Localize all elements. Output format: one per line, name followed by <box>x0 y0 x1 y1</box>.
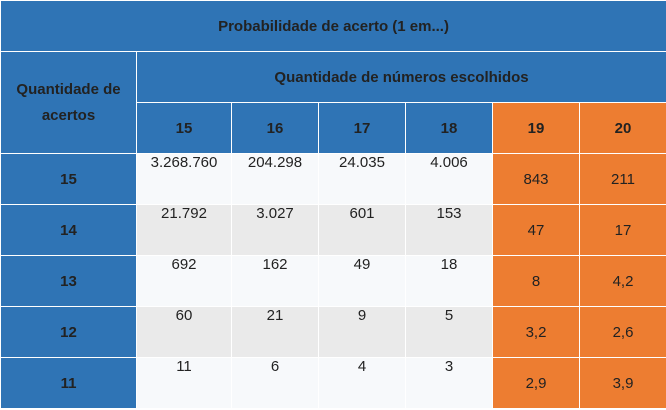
table-row: 13 692 162 49 18 8 4,2 <box>0 255 666 307</box>
table-cell: 204.298 <box>231 153 319 205</box>
row-label: 12 <box>0 306 137 358</box>
table-row: 12 60 21 9 5 3,2 2,6 <box>0 306 666 358</box>
table-cell: 692 <box>136 255 232 307</box>
table-cell: 60 <box>136 306 232 358</box>
table-cell: 4.006 <box>405 153 493 205</box>
row-label: 14 <box>0 204 137 256</box>
row-header-label: Quantidade de acertos <box>0 51 137 154</box>
table-cell: 601 <box>318 204 406 256</box>
column-header-highlighted: 19 <box>492 102 580 154</box>
row-label: 11 <box>0 357 137 409</box>
table-cell: 49 <box>318 255 406 307</box>
table-cell-highlighted: 843 <box>492 153 580 205</box>
table-cell: 21.792 <box>136 204 232 256</box>
table-cell: 3 <box>405 357 493 409</box>
table-cell: 4 <box>318 357 406 409</box>
column-header: 17 <box>318 102 406 154</box>
table-title: Probabilidade de acerto (1 em...) <box>0 0 666 52</box>
column-header-highlighted: 20 <box>578 102 666 154</box>
row-label: 13 <box>0 255 137 307</box>
table-cell-highlighted: 2,6 <box>578 306 666 358</box>
table-row: 15 3.268.760 204.298 24.035 4.006 843 21… <box>0 153 666 205</box>
row-label: 15 <box>0 153 137 205</box>
column-header: 16 <box>231 102 319 154</box>
table-cell: 24.035 <box>318 153 406 205</box>
table-cell: 3.268.760 <box>136 153 232 205</box>
table-cell-highlighted: 47 <box>492 204 580 256</box>
table-cell: 3.027 <box>231 204 319 256</box>
table-cell: 18 <box>405 255 493 307</box>
table-cell-highlighted: 3,2 <box>492 306 580 358</box>
table-cell-highlighted: 2,9 <box>492 357 580 409</box>
table-cell: 153 <box>405 204 493 256</box>
table-cell-highlighted: 17 <box>578 204 666 256</box>
table-cell-highlighted: 211 <box>578 153 666 205</box>
table-cell-highlighted: 8 <box>492 255 580 307</box>
table-cell: 21 <box>231 306 319 358</box>
table-cell: 5 <box>405 306 493 358</box>
table-cell: 11 <box>136 357 232 409</box>
table-row: 11 11 6 4 3 2,9 3,9 <box>0 357 666 409</box>
table-row: 14 21.792 3.027 601 153 47 17 <box>0 204 666 256</box>
table-cell-highlighted: 3,9 <box>578 357 666 409</box>
column-header: 15 <box>136 102 232 154</box>
table-cell: 6 <box>231 357 319 409</box>
table-cell: 9 <box>318 306 406 358</box>
table-cell: 162 <box>231 255 319 307</box>
table-cell-highlighted: 4,2 <box>578 255 666 307</box>
column-group-label: Quantidade de números escolhidos <box>135 51 666 103</box>
column-header: 18 <box>405 102 493 154</box>
